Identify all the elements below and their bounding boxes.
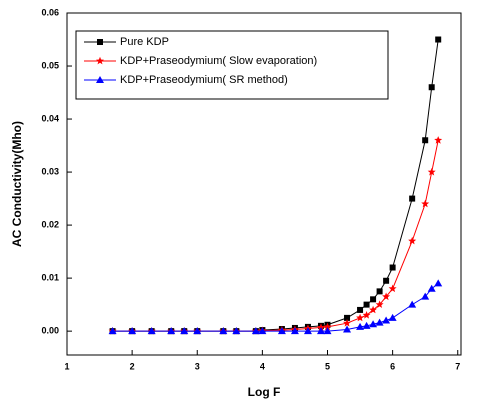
y-tick-label: 0.00 <box>41 326 59 336</box>
data-point <box>383 277 390 284</box>
data-point <box>290 327 299 335</box>
data-point <box>382 292 391 301</box>
data-point <box>408 236 417 245</box>
data-point <box>369 305 378 314</box>
legend-marker <box>96 76 104 83</box>
data-point <box>421 292 430 300</box>
data-point <box>167 327 176 335</box>
x-tick-label: 1 <box>64 361 69 371</box>
x-tick-label: 5 <box>325 361 330 371</box>
data-point <box>193 327 202 335</box>
legend-marker <box>96 56 104 65</box>
y-axis-label: AC Conductivity(Mho) <box>10 121 24 247</box>
data-point <box>303 327 312 335</box>
x-tick-label: 7 <box>455 361 460 371</box>
y-tick-label: 0.04 <box>41 113 59 123</box>
legend-label: KDP+Praseodymium( SR method) <box>120 74 288 86</box>
data-point <box>428 84 435 91</box>
data-point <box>323 327 332 335</box>
data-point <box>375 318 384 326</box>
data-point <box>232 327 241 335</box>
y-tick-label: 0.06 <box>41 7 59 17</box>
legend-label: KDP+Praseodymium( Slow evaporation) <box>120 55 317 67</box>
data-point <box>258 327 267 335</box>
data-point <box>356 322 365 330</box>
data-point <box>317 323 325 331</box>
x-tick-label: 3 <box>195 361 200 371</box>
y-tick-label: 0.05 <box>41 60 59 70</box>
data-point <box>434 279 443 287</box>
x-tick-label: 4 <box>260 361 265 371</box>
data-point <box>434 136 443 144</box>
y-tick-label: 0.01 <box>41 272 59 282</box>
data-point <box>363 301 370 308</box>
data-point <box>316 327 325 335</box>
data-point <box>388 313 397 321</box>
x-tick-label: 2 <box>130 361 135 371</box>
data-point <box>343 325 352 333</box>
x-axis-label: Log F <box>248 385 281 399</box>
data-point <box>356 313 365 322</box>
y-tick-label: 0.03 <box>41 166 59 176</box>
data-point <box>388 284 397 293</box>
data-point <box>128 327 137 335</box>
data-point <box>362 321 371 329</box>
data-point <box>422 137 429 144</box>
data-point <box>323 322 332 331</box>
data-point <box>147 327 156 335</box>
data-point <box>389 264 396 271</box>
legend-marker <box>97 39 103 45</box>
data-point <box>108 327 117 335</box>
data-point <box>421 199 430 208</box>
data-point <box>180 327 189 335</box>
series-line <box>112 283 439 332</box>
data-point <box>277 327 286 335</box>
x-tick-label: 6 <box>390 361 395 371</box>
y-tick-label: 0.02 <box>41 219 59 229</box>
data-point <box>251 327 260 335</box>
data-point <box>357 306 364 313</box>
data-point <box>427 167 436 176</box>
data-point <box>344 314 351 321</box>
data-point <box>427 284 436 292</box>
legend-box <box>75 30 389 100</box>
data-point <box>435 36 442 43</box>
data-point <box>362 311 371 319</box>
data-point <box>382 316 391 324</box>
data-point <box>219 327 228 335</box>
plot-frame <box>66 12 462 356</box>
data-point <box>408 300 417 308</box>
data-point <box>409 195 416 202</box>
data-point <box>370 296 377 303</box>
data-point <box>375 300 384 308</box>
data-point <box>343 319 351 327</box>
data-point <box>369 320 378 328</box>
legend-label: Pure KDP <box>120 36 169 48</box>
series-line <box>112 140 439 332</box>
data-point <box>376 288 383 295</box>
